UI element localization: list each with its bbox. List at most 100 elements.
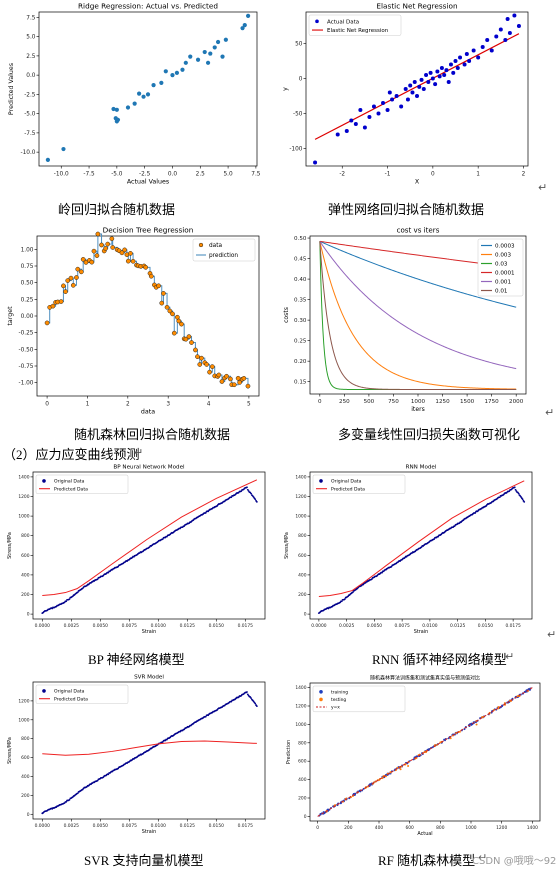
original-data-point [68,798,71,801]
original-data-point [246,691,248,693]
bp-caption: BP 神经网络模型 [88,652,185,667]
legend-label: Elastic Net Regression [327,28,389,34]
y-tick-label: 600 [21,553,30,559]
y-tick-label: 1400 [18,474,29,480]
data-point [204,362,209,367]
y-tick-label: 1.00 [21,247,34,253]
x-tick-label: 800 [436,825,445,831]
x-tick-label: -5.0 [111,171,123,177]
tree-caption: 随机森林回归拟合随机数据 [74,427,231,442]
original-data-point [521,498,524,501]
x-tick-label: 1000 [465,825,476,831]
series-line [319,241,517,390]
data-point [89,259,95,265]
original-data-point [76,591,79,594]
testing-point [407,765,410,768]
data-point [313,160,318,165]
y-axis-label: Predicted Values [8,63,15,115]
predicted-line [318,480,525,597]
x-axis-label: X [415,178,420,185]
legend-marker [198,242,204,248]
data-point [376,111,381,116]
chart-title: Ridge Regression: Actual vs. Predicted [78,2,218,11]
original-data-point [254,702,257,705]
return-mark: ↵ [547,628,557,641]
legend-box [308,14,402,36]
data-point [148,273,154,279]
x-axis-label: iters [411,406,425,413]
y-tick-label: 0.20 [294,359,307,365]
legend-label: Predicted Data [54,696,88,702]
y-tick-label: 7.5 [26,15,36,21]
data-point [453,59,458,63]
y-tick-label: 800 [298,533,307,539]
legend-label: training [331,689,348,695]
data-point [464,52,469,56]
bp-chart: 0.0000 0.0025 0.0050 0.0075 0.0100 0.0125 0.01… [7,465,266,635]
legend-marker [319,479,323,483]
data-point [435,69,440,74]
data-point [442,73,447,77]
data-point [176,318,182,324]
y-tick-label: 200 [21,592,30,598]
x-tick-label: 0 [45,401,49,407]
data-point [335,132,340,137]
x-axis-label: Strain [142,829,157,835]
legend-label: prediction [209,253,238,259]
x-tick-label: -2.5 [139,171,151,177]
x-tick-label: 0.0125 [450,623,466,629]
plot-frame [32,471,266,620]
data-point [390,97,395,102]
data-point [412,80,417,84]
elastic-chart: -2 -1 0 1 2 -100 -50 0 50 Elastic Net Regression X… [282,2,529,185]
original-data-point [204,512,207,514]
data-point [235,375,241,381]
y-tick-label: 600 [298,553,307,559]
y-tick-label: 600 [298,759,307,765]
x-tick-label: 500 [364,399,375,405]
chart-title: RNN Model [406,465,437,471]
y-tick-label: 0.40 [294,277,307,283]
original-data-point [351,591,354,594]
data-point [362,125,367,130]
legend-label: 0.0001 [495,271,515,277]
data-point [437,74,442,79]
data-point [419,77,424,82]
ridge-caption: 岭回归拟合随机数据 [58,202,176,217]
y-tick-label: -7.5 [24,131,36,137]
data-point [353,122,358,126]
original-data-point [498,496,501,499]
x-tick-label: 0.0025 [64,623,80,629]
x-tick-label: 0.0000 [35,623,51,629]
y-tick-label: 400 [21,774,30,780]
x-tick-label: 0.0100 [151,823,167,829]
x-tick-label: 1500 [460,399,475,405]
data-point [159,300,165,306]
data-point [74,275,79,280]
x-tick-label: -2 [339,171,345,177]
legend-box [35,684,129,704]
x-tick-label: 0.0175 [238,623,254,629]
y-tick-label: 1400 [295,685,306,691]
x-tick-label: 0.0000 [311,623,327,629]
training-point [443,738,446,741]
data-point [161,291,166,296]
legend-label: 0.0003 [495,244,515,250]
data-point [141,94,146,99]
y-tick-label: 600 [21,755,30,761]
data-point [489,48,494,53]
y-axis-label: y [282,87,289,91]
original-data-point [246,488,249,491]
data-point [180,67,185,72]
data-point [195,354,200,360]
y-tick-label: -0.75 [19,364,34,370]
original-data-point [76,792,79,795]
x-tick-label: 0.0000 [35,823,51,829]
original-data-point [340,600,343,603]
data-point [109,236,115,242]
original-data-point [474,512,477,514]
y-tick-label: 1000 [295,514,306,520]
y-tick-label: 0.50 [294,236,307,242]
data-point [171,330,177,336]
original-data-point [107,773,110,776]
